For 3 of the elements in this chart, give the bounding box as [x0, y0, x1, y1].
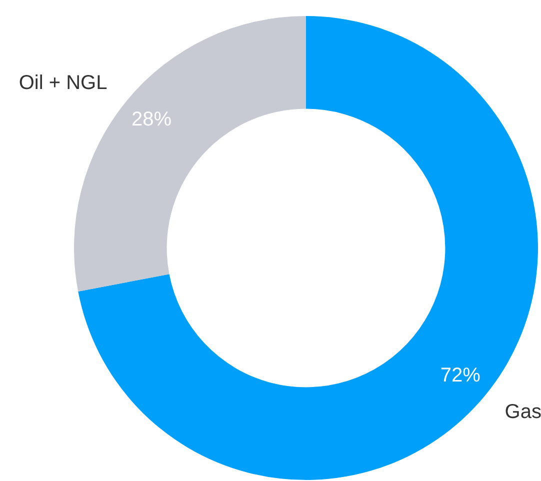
slice-label: Gas	[504, 400, 541, 423]
data-label: 72%	[440, 364, 481, 386]
slice-label: Oil + NGL	[18, 72, 108, 94]
